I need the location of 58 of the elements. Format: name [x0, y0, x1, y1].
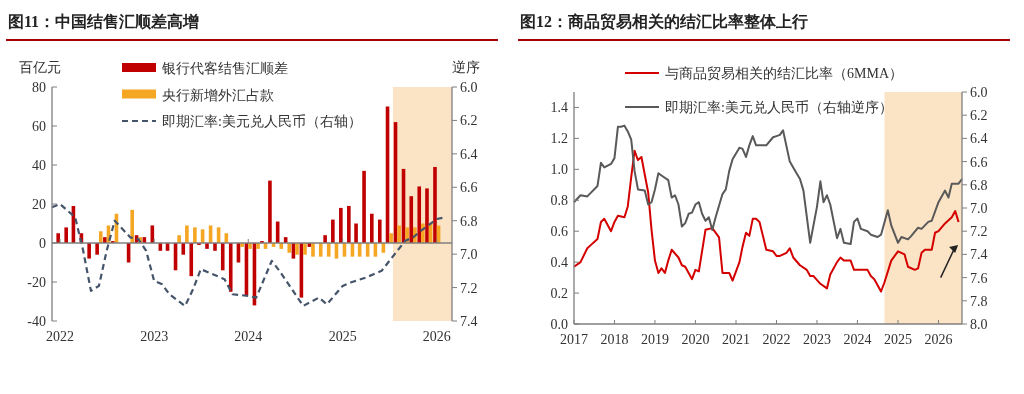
x-tick-label: 2018 — [600, 332, 629, 347]
y2-tick-label: 7.4 — [970, 247, 988, 263]
chart-title: 图11：中国结售汇顺差高增 — [8, 12, 200, 30]
y2-axis-title: 逆序 — [452, 60, 480, 75]
x-tick-label: 2023 — [140, 329, 169, 344]
y2-tick-label: 8.0 — [970, 317, 988, 332]
y2-tick-label: 7.8 — [970, 293, 988, 309]
x-tick-label: 2025 — [884, 332, 913, 347]
y-tick-label: 20 — [32, 197, 46, 212]
y2-tick-label: 6.8 — [970, 177, 988, 193]
y2-tick-label: 6.4 — [970, 131, 988, 147]
y-tick-label: 1.4 — [550, 100, 568, 116]
x-tick-label: 2023 — [802, 332, 831, 347]
y-tick-label: 0 — [39, 236, 46, 251]
y2-tick-label: 6.6 — [970, 154, 988, 170]
x-tick-label: 2019 — [640, 332, 669, 347]
legend-label: 银行代客结售汇顺差 — [161, 61, 288, 76]
x-tick-label: 2026 — [422, 329, 451, 344]
y-tick-label: 1.2 — [550, 131, 568, 147]
legend-label: 与商品贸易相关的结汇比率（6MMA） — [665, 66, 904, 81]
y2-tick-label: 6.8 — [460, 213, 478, 229]
x-tick-label: 2024 — [234, 329, 263, 344]
y-tick-label: 40 — [32, 158, 46, 173]
y-tick-label: 0.4 — [550, 255, 568, 271]
y-tick-label: 80 — [32, 80, 46, 95]
y2-tick-label: 7.2 — [970, 224, 988, 240]
y-tick-label: 1.0 — [550, 162, 568, 178]
legend-label: 即期汇率:美元兑人民币（右轴逆序） — [665, 100, 893, 115]
y-tick-label: 0.8 — [550, 193, 568, 209]
y2-tick-label: 6.0 — [460, 80, 478, 95]
y2-tick-label: 7.0 — [460, 247, 478, 263]
x-tick-label: 2022 — [45, 329, 74, 344]
x-tick-label: 2025 — [328, 329, 357, 344]
y-axis-title: 百亿元 — [19, 60, 61, 75]
y2-tick-label: 6.6 — [460, 180, 478, 196]
y-tick-label: -40 — [27, 314, 46, 329]
legend-label: 即期汇率:美元兑人民币（右轴） — [162, 114, 362, 129]
x-tick-label: 2021 — [722, 332, 751, 347]
x-tick-label: 2017 — [560, 332, 588, 347]
x-tick-label: 2026 — [924, 332, 953, 347]
y-tick-label: 0.0 — [550, 317, 568, 332]
y2-tick-label: 7.4 — [460, 314, 478, 329]
y2-tick-label: 6.4 — [460, 146, 478, 162]
y2-tick-label: 6.2 — [460, 113, 478, 129]
y2-tick-label: 7.6 — [970, 270, 988, 286]
y-tick-label: 0.2 — [550, 286, 568, 302]
y-tick-label: 0.6 — [550, 224, 568, 240]
y2-tick-label: 6.2 — [970, 108, 988, 124]
y2-tick-label: 7.0 — [970, 201, 988, 216]
x-tick-label: 2022 — [762, 332, 791, 347]
chart-title: 图12：商品贸易相关的结汇比率整体上行 — [520, 12, 808, 31]
x-tick-label: 2024 — [843, 332, 872, 347]
y2-tick-label: 7.2 — [460, 280, 478, 296]
x-tick-label: 2020 — [681, 332, 710, 347]
y-tick-label: 60 — [32, 119, 46, 134]
legend-label: 央行新增外汇占款 — [162, 87, 274, 103]
y-tick-label: -20 — [27, 275, 46, 290]
y2-tick-label: 6.0 — [970, 85, 988, 100]
